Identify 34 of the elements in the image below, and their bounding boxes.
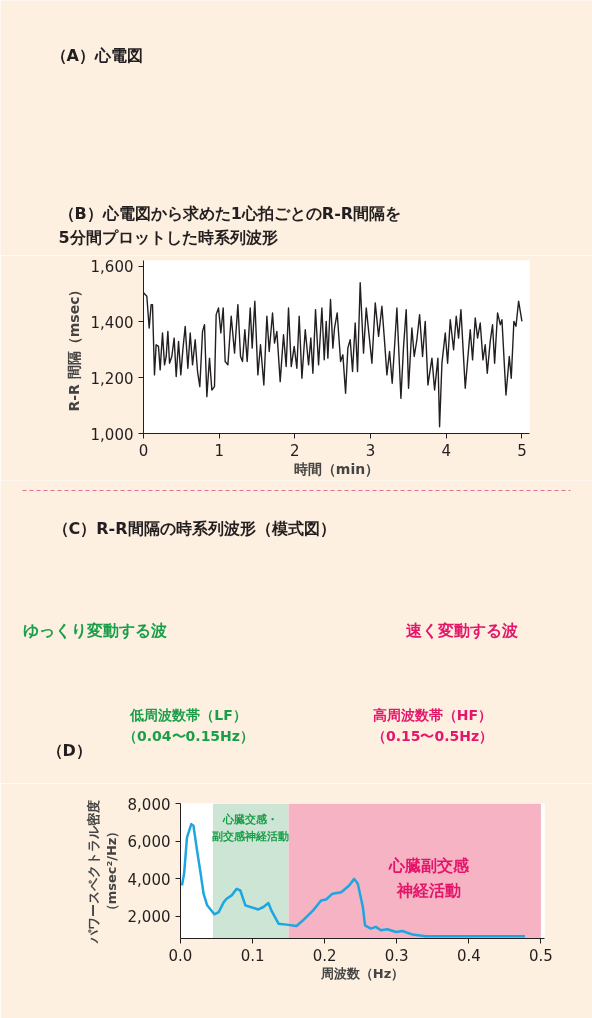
text: 低周波数帯（LF）（0.04〜0.15Hz） xyxy=(123,707,254,744)
x-tick-label: 0.0 xyxy=(168,946,193,965)
x-tick-label: 5 xyxy=(517,441,527,460)
chart-title: （D） xyxy=(46,741,92,760)
y-tick-label: 6,000 xyxy=(127,833,171,851)
x-tick-label: 0.2 xyxy=(312,946,337,965)
y-tick-label: 1,600 xyxy=(90,258,134,277)
x-tick-label: 1 xyxy=(214,441,224,460)
y-tick-label: 4,000 xyxy=(127,870,171,889)
text: （A）心電図 xyxy=(50,46,143,65)
x-tick-label: 3 xyxy=(365,441,376,460)
x-tick-label: 4 xyxy=(441,441,452,460)
chart-title: （B）心電図から求めた1心拍ごとのR-R間隔を 5分間プロットした時系列波形 xyxy=(58,203,402,248)
text: 高周波数帯（HF）（0.15〜0.5Hz） xyxy=(371,707,494,744)
x-tick-label: 0.4 xyxy=(456,946,481,965)
band-label: 心臓交感・副交感神経活動 xyxy=(212,812,290,843)
x-tick-label: 0.1 xyxy=(240,946,265,965)
x-tick-label: 0.5 xyxy=(528,946,553,965)
x-tick-label: 0.3 xyxy=(384,946,409,965)
text: 速く変動する波 xyxy=(405,621,518,640)
x-tick-label: 0 xyxy=(138,441,149,460)
band-label: 心臓副交感神経活動 xyxy=(388,855,471,900)
y-axis-title: パワースペクトラル密度（msec²/Hz） xyxy=(85,799,119,944)
x-axis-title: 時間（min） xyxy=(293,460,380,477)
y-axis-title: R-R 間隔（msec） xyxy=(65,282,82,412)
x-tick-label: 2 xyxy=(290,441,300,460)
y-tick-label: 1,000 xyxy=(90,425,134,444)
text: （C）R-R間隔の時系列波形（模式図） xyxy=(52,519,336,538)
y-tick-label: 8,000 xyxy=(127,795,171,814)
x-axis-title: 周波数（Hz） xyxy=(319,965,405,981)
text: ゆっくり変動する波 xyxy=(22,621,167,640)
y-tick-label: 2,000 xyxy=(127,908,171,926)
y-tick-label: 1,200 xyxy=(90,369,134,388)
y-tick-label: 1,400 xyxy=(90,313,134,332)
